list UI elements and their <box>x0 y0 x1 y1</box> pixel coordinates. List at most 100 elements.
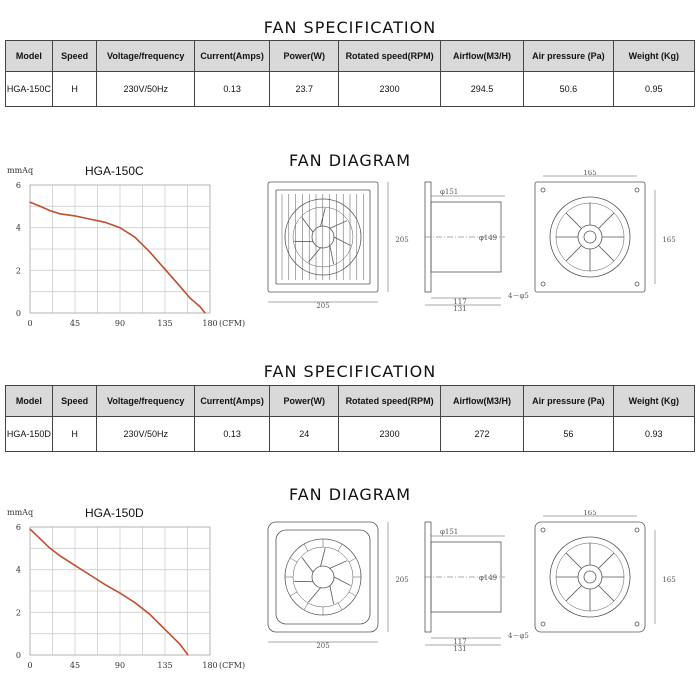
support-strut <box>598 552 615 569</box>
data-point <box>189 297 191 299</box>
header-cell: Voltage/frequency <box>96 385 195 417</box>
mounting-hole <box>634 527 640 533</box>
x-tick-label: 90 <box>115 661 125 670</box>
plot-frame <box>29 526 211 656</box>
y-tick-label: 6 <box>16 181 21 190</box>
table-cell: HGA-150D <box>5 416 53 452</box>
header-cell: Airflow(M3/H) <box>439 40 525 72</box>
chart-title: HGA-150C <box>85 164 144 178</box>
fan-blade <box>320 547 326 567</box>
motor-hub <box>583 570 597 584</box>
dimension-label: 205 <box>316 302 329 310</box>
front-grille-frame <box>275 529 371 625</box>
support-strut <box>565 212 582 229</box>
dimension-label: φ149 <box>479 574 497 582</box>
mounting-hole <box>540 527 546 533</box>
header-cell: Rotated speed(RPM) <box>338 385 441 417</box>
table-cell: 0.13 <box>193 416 271 452</box>
grille-rib <box>337 602 343 611</box>
dimension-label: 131 <box>453 305 466 313</box>
header-cell: Voltage/frequency <box>96 40 195 72</box>
back-panel <box>534 521 646 633</box>
table-cell: HGA-150C <box>5 71 53 107</box>
dimension-label: 117 <box>453 638 466 646</box>
fan-blade <box>333 236 351 246</box>
fan-blade <box>308 587 321 603</box>
data-point <box>164 268 166 270</box>
table-cell: 230V/50Hz <box>96 71 195 107</box>
back-ring <box>549 536 631 618</box>
header-cell: Air pressure (Pa) <box>523 385 614 417</box>
dimension-label: 165 <box>583 170 596 177</box>
table-cell: 50.6 <box>523 71 614 107</box>
table-cell: 230V/50Hz <box>96 416 195 452</box>
data-point <box>29 528 31 530</box>
header-cell: Airflow(M3/H) <box>439 385 525 417</box>
data-point <box>74 564 76 566</box>
table-cell: 0.93 <box>612 416 696 452</box>
data-point <box>59 213 61 215</box>
dimension-label: 165 <box>662 236 675 244</box>
mounting-hole <box>540 187 546 193</box>
data-point <box>89 218 91 220</box>
grille-rib <box>289 557 298 563</box>
dimension-label: 4－φ5 <box>508 632 529 640</box>
mounting-hole <box>634 281 640 287</box>
pressure-curve <box>29 201 206 314</box>
x-tick-label: 45 <box>70 319 80 328</box>
fan-ring <box>284 198 362 276</box>
front-grille-frame <box>275 189 371 285</box>
header-cell: Air pressure (Pa) <box>523 40 614 72</box>
data-point <box>59 555 61 557</box>
fan-blade <box>329 585 334 605</box>
grille-rib <box>337 543 343 552</box>
diagram-title-2: FAN DIAGRAM <box>288 485 412 504</box>
back-ring <box>549 196 631 278</box>
fan-ring <box>292 206 354 268</box>
header-cell: Weight (Kg) <box>612 40 696 72</box>
data-point <box>187 654 189 656</box>
support-strut <box>598 585 615 602</box>
data-point <box>134 602 136 604</box>
header-cell: Current(Amps) <box>193 40 271 72</box>
fan-blade <box>308 247 321 263</box>
table-cell: H <box>51 71 98 107</box>
dimension-label: 165 <box>662 576 675 584</box>
data-point <box>39 205 41 207</box>
header-cell: Speed <box>51 385 98 417</box>
dimension-label: φ151 <box>440 528 458 536</box>
table-row: HGA-150C H 230V/50Hz 0.13 23.7 2300 294.5 50.6 0… <box>5 71 696 107</box>
table-cell: H <box>51 416 98 452</box>
dimension-label: φ151 <box>440 188 458 196</box>
y-axis-label: mmAq <box>7 508 33 517</box>
table-row: HGA-150D H 230V/50Hz 0.13 24 2300 272 56 0.93 <box>5 416 696 452</box>
dimension-label: 131 <box>453 645 466 653</box>
support-strut <box>598 212 615 229</box>
header-cell: Speed <box>51 40 98 72</box>
support-strut <box>598 245 615 262</box>
x-tick-label: 0 <box>27 319 32 328</box>
y-tick-label: 6 <box>16 523 21 532</box>
table-cell: 2300 <box>338 71 441 107</box>
x-tick-label: 180 <box>202 319 217 328</box>
dimension-label: 4－φ5 <box>508 292 529 300</box>
plot-frame <box>29 184 211 314</box>
mounting-hole <box>634 621 640 627</box>
data-point <box>204 312 206 314</box>
table-cell: 2300 <box>338 416 441 452</box>
chart-title: HGA-150D <box>85 506 144 520</box>
data-point <box>119 227 121 229</box>
data-point <box>104 584 106 586</box>
fan-blade <box>320 207 326 227</box>
data-point <box>74 215 76 217</box>
x-axis-label: (CFM) <box>219 661 245 670</box>
data-point <box>149 613 151 616</box>
data-point <box>179 643 181 645</box>
spec-title-1: FAN SPECIFICATION <box>263 18 437 37</box>
y-tick-label: 4 <box>16 566 21 575</box>
dimension-label: φ149 <box>479 234 497 242</box>
y-tick-label: 0 <box>16 309 21 318</box>
header-cell: Power(W) <box>269 40 340 72</box>
mounting-hole <box>634 187 640 193</box>
